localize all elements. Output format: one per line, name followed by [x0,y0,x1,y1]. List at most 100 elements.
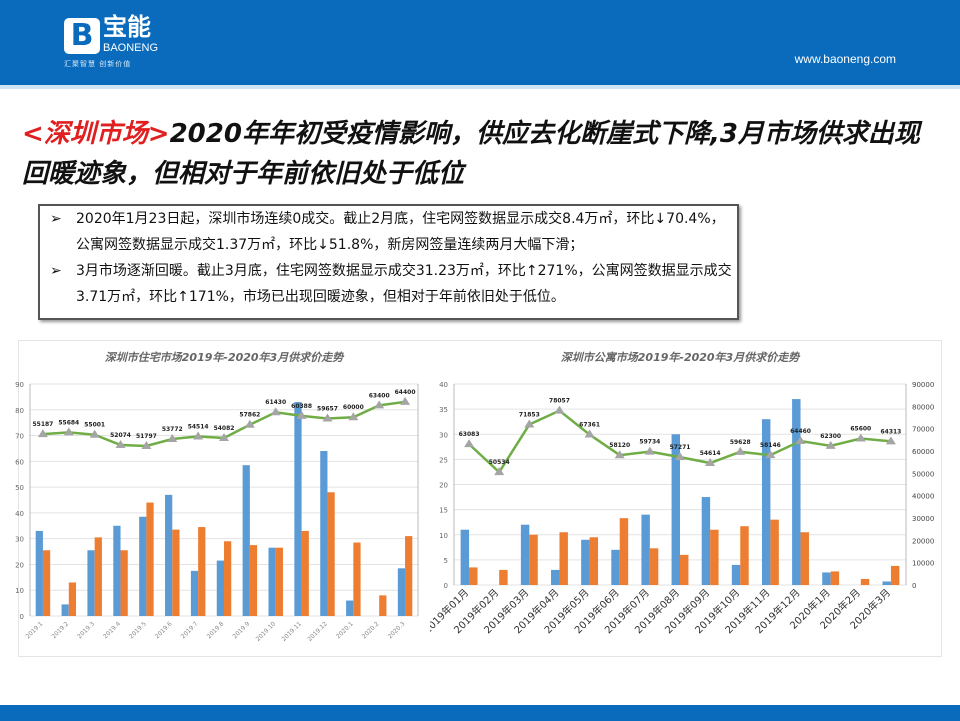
sales-bar [94,537,102,616]
price-data-label: 53772 [162,426,183,433]
residential-chart: 深圳市住宅市场2019年-2020年3月供求价走势 0 10 20 30 40 50 60 70… [15,351,419,643]
y2-tick-label: 70000 [912,426,934,434]
price-marker-triangle-icon [141,440,152,449]
sales-bar [249,545,258,616]
y2-tick-label: 60000 [912,448,934,456]
y-tick-label: 40 [15,510,24,518]
price-data-label: 71853 [519,412,540,419]
y2-tick-label: 0 [912,582,916,590]
x-tick-label: 2019.9 [231,620,251,640]
logo-english-name: BAONENG [103,42,159,54]
x-tick-label: 2019.5 [128,620,148,640]
supply-bar [320,451,328,616]
y2-tick-label: 40000 [912,493,934,501]
sales-bar [198,527,206,616]
price-marker-triangle-icon [554,405,565,414]
price-marker-triangle-icon [219,432,229,441]
y-tick-label: 70 [15,433,24,441]
price-marker-triangle-icon [765,450,776,459]
sales-bar [740,526,749,585]
y-tick-label: 15 [439,507,448,515]
supply-bar [761,419,771,585]
price-data-label: 67361 [579,422,600,429]
x-tick-label: 2019.12 [306,620,329,643]
sales-bar [301,530,309,616]
x-tick-label: 2019.8 [206,620,226,640]
price-marker-triangle-icon [825,440,836,449]
price-data-label: 54514 [188,423,209,430]
y-tick-label: 35 [439,406,448,414]
sales-bar [800,532,809,585]
supply-bar [346,600,354,616]
price-marker-triangle-icon [705,458,716,467]
sales-bar [405,536,413,616]
price-data-label: 59628 [730,439,751,446]
sales-bar [327,492,335,616]
sales-bar [680,554,689,585]
supply-bar [113,525,121,616]
supply-bar [882,581,891,585]
sales-bar [529,534,538,585]
baoneng-logo-icon: B [64,18,100,54]
price-marker-triangle-icon [296,410,307,419]
y-tick-label: 0 [444,582,448,590]
supply-bar [294,402,302,616]
sales-bar [830,571,840,585]
x-tick-label: 2019.6 [154,620,174,640]
x-tick-label: 2020.1 [335,620,355,640]
bullet-item: ➢ 3月市场逐渐回暖。截止3月底，住宅网签数据显示成交31.23万㎡，环比↑271… [40,258,737,310]
sales-bar [146,502,154,616]
sales-bar [619,518,629,585]
y2-tick-label: 20000 [912,537,934,545]
title-tag: <深圳市场> [22,119,170,149]
sales-bar [42,550,51,616]
bullet-text: 2020年1月23日起，深圳市场连续0成交。截止2月底，住宅网签数据显示成交8.… [76,211,725,253]
sales-bar [499,569,508,585]
price-data-label: 61430 [265,399,286,406]
sales-bar [710,529,719,585]
price-marker-triangle-icon [270,407,281,416]
price-marker-triangle-icon [374,400,385,409]
website-url[interactable]: www.baoneng.com [794,52,896,66]
sales-bar [649,548,659,585]
price-marker-triangle-icon [675,452,685,461]
price-data-label: 60000 [343,404,364,411]
sales-bar [224,541,232,616]
sales-bar [770,519,779,585]
supply-bar [611,549,620,585]
price-data-label: 55684 [58,419,79,426]
y-tick-label: 30 [439,431,448,439]
price-marker-triangle-icon [348,412,359,421]
price-data-label: 59657 [317,405,338,412]
price-marker-triangle-icon [244,419,255,428]
price-data-label: 57862 [239,412,260,419]
price-data-label: 52074 [110,432,131,439]
price-marker-triangle-icon [494,467,505,476]
price-marker-triangle-icon [464,439,475,448]
y-tick-label: 20 [15,561,24,569]
x-tick-label: 2020.2 [361,620,381,640]
sales-bar [469,567,478,585]
apartment-chart: 深圳市公寓市场2019年-2020年3月供求价走势 0 5 10 15 20 25 30 35 4… [430,351,934,636]
x-tick-label: 2019.10 [255,620,278,643]
chart-panel [18,340,942,657]
footer-bar [0,705,960,721]
price-marker-triangle-icon [193,431,204,440]
supply-bar [139,516,147,616]
y-tick-label: 60 [15,458,24,466]
y-tick-label: 25 [439,456,448,464]
price-marker-triangle-icon [614,450,625,459]
supply-bar [520,524,530,585]
price-marker-triangle-icon [644,446,655,455]
supply-bar [641,514,650,585]
price-data-label: 64400 [395,389,416,396]
sales-bar [860,578,870,585]
sales-bar [379,595,387,616]
y2-tick-label: 90000 [912,381,934,389]
supply-bar [35,530,43,616]
x-tick-label: 2019.11 [281,620,304,643]
supply-bar [822,572,831,585]
price-data-label: 63400 [369,392,390,399]
y-tick-label: 30 [15,536,24,544]
price-data-label: 55001 [84,422,105,429]
